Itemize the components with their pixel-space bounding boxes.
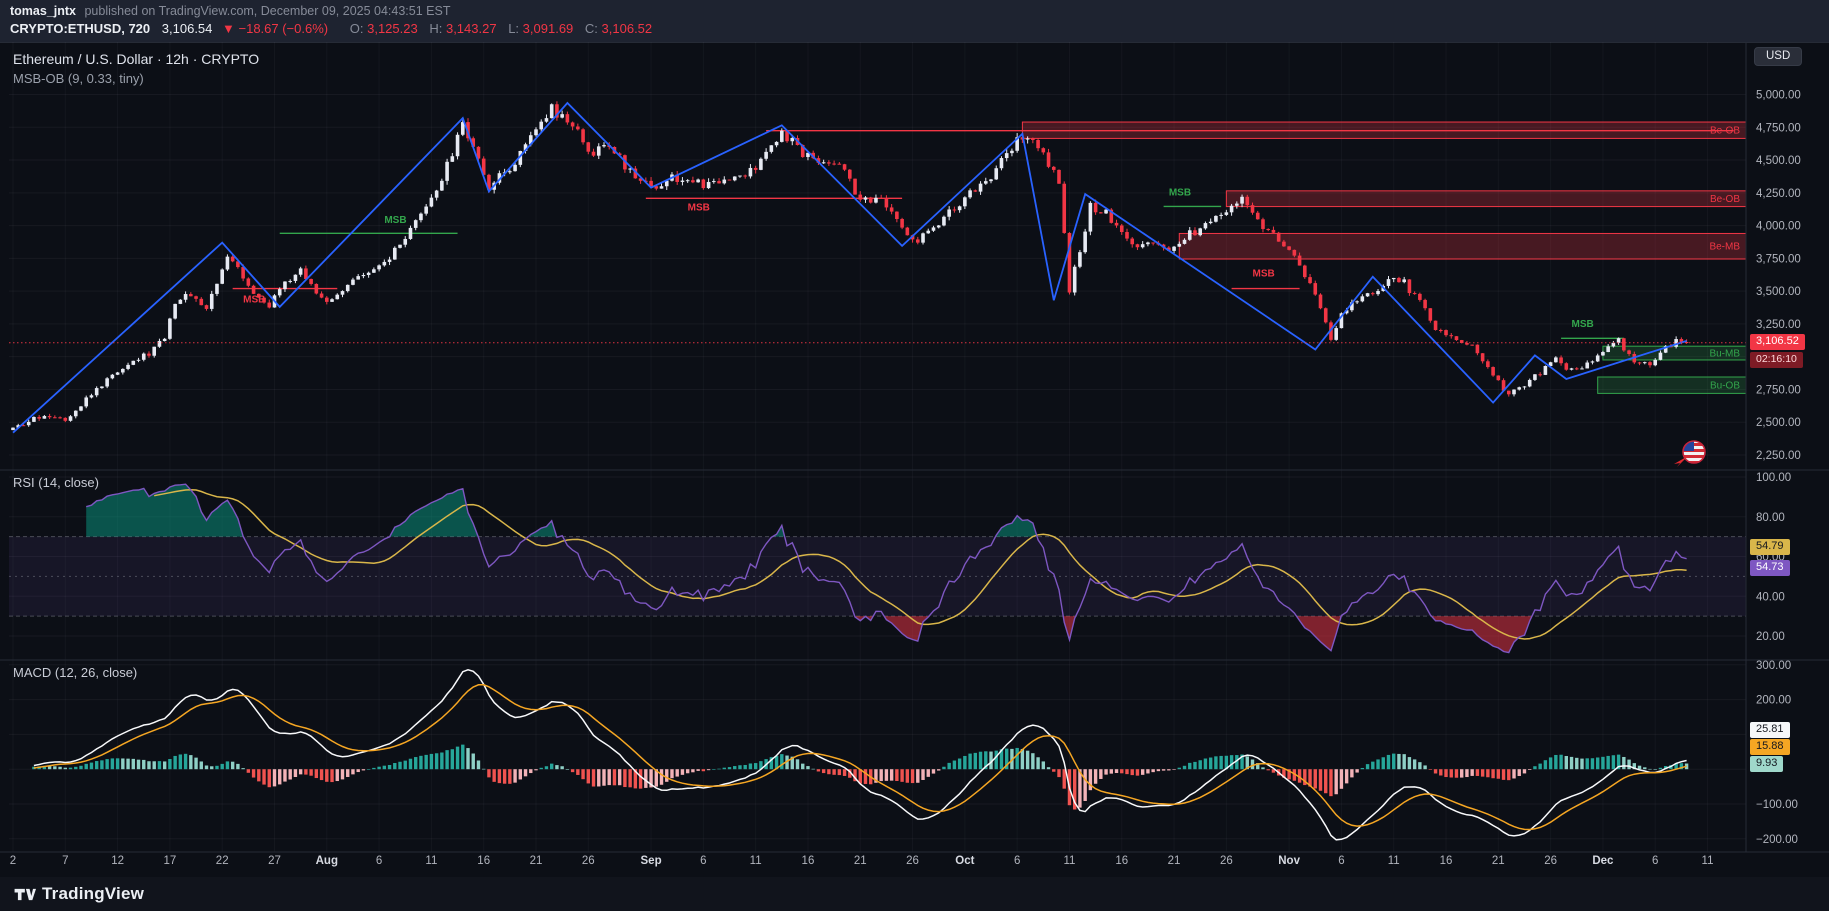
svg-text:26: 26: [1220, 855, 1233, 867]
svg-text:3,500.00: 3,500.00: [1756, 286, 1801, 298]
symbol-label[interactable]: CRYPTO:ETHUSD, 720: [10, 21, 151, 36]
svg-text:4,750.00: 4,750.00: [1756, 122, 1801, 134]
svg-text:MSB: MSB: [243, 294, 265, 305]
svg-text:11: 11: [1702, 855, 1714, 867]
bar-countdown-badge: 02:16:10: [1750, 352, 1803, 368]
svg-text:22: 22: [216, 855, 229, 867]
svg-text:11: 11: [425, 855, 437, 867]
svg-text:4,250.00: 4,250.00: [1756, 188, 1801, 200]
svg-text:−100.00: −100.00: [1756, 799, 1798, 811]
svg-text:Bu-MB: Bu-MB: [1709, 349, 1740, 360]
svg-text:21: 21: [854, 855, 867, 867]
tradingview-logo[interactable]: TradingView: [12, 882, 144, 906]
svg-text:2: 2: [10, 855, 16, 867]
svg-text:MSB: MSB: [688, 203, 710, 214]
svg-text:4,500.00: 4,500.00: [1756, 155, 1801, 167]
low-value: 3,091.69: [522, 21, 574, 36]
svg-text:26: 26: [582, 855, 595, 867]
svg-text:MSB: MSB: [1572, 319, 1594, 330]
svg-text:11: 11: [1063, 855, 1075, 867]
rsi-ma-value-badge: 54.79: [1750, 539, 1790, 555]
chart-canvas[interactable]: Be-OBBe-OBBe-MBBu-MBBu-OBMSBMSBMSBMSBMSB…: [0, 42, 1829, 880]
publish-info: published on TradingView.com, December 0…: [84, 4, 451, 18]
svg-text:20.00: 20.00: [1756, 631, 1785, 643]
close-value: 3,106.52: [601, 21, 653, 36]
svg-text:3,250.00: 3,250.00: [1756, 319, 1801, 331]
svg-text:21: 21: [1492, 855, 1505, 867]
svg-text:17: 17: [164, 855, 177, 867]
svg-text:26: 26: [906, 855, 919, 867]
svg-text:300.00: 300.00: [1756, 660, 1791, 672]
svg-text:MSB: MSB: [1253, 269, 1275, 280]
chart-title[interactable]: Ethereum / U.S. Dollar · 12h · CRYPTO: [13, 51, 260, 67]
svg-text:6: 6: [700, 855, 706, 867]
svg-text:21: 21: [530, 855, 543, 867]
high-value: 3,143.27: [445, 21, 497, 36]
svg-text:Sep: Sep: [641, 855, 662, 867]
footer-bar: TradingView: [0, 877, 1829, 911]
rsi-indicator-title[interactable]: RSI (14, close): [13, 475, 99, 490]
svg-text:26: 26: [1544, 855, 1557, 867]
svg-text:100.00: 100.00: [1756, 472, 1791, 484]
svg-text:40.00: 40.00: [1756, 591, 1785, 603]
last-price: 3,106.54: [161, 21, 213, 36]
tradingview-logo-icon: [14, 888, 36, 901]
us-flag-sticker: [1668, 438, 1714, 470]
svg-text:2,500.00: 2,500.00: [1756, 417, 1801, 429]
svg-text:MSB: MSB: [1169, 187, 1191, 198]
open-label: O:: [349, 21, 364, 36]
open-value: 3,125.23: [367, 21, 418, 36]
svg-text:4,000.00: 4,000.00: [1756, 221, 1801, 233]
svg-text:12: 12: [111, 855, 124, 867]
svg-text:Dec: Dec: [1592, 855, 1614, 867]
svg-text:MSB: MSB: [384, 215, 406, 226]
low-label: L:: [508, 21, 520, 36]
svg-text:5,000.00: 5,000.00: [1756, 90, 1801, 102]
svg-text:200.00: 200.00: [1756, 695, 1791, 707]
macd-indicator-title[interactable]: MACD (12, 26, close): [13, 665, 138, 680]
macd-hist-value-badge: 9.93: [1750, 756, 1784, 772]
macd-signal-value-badge: 15.88: [1750, 739, 1790, 755]
msb-ob-indicator-title[interactable]: MSB-OB (9, 0.33, tiny): [13, 71, 144, 86]
svg-text:6: 6: [1338, 855, 1344, 867]
svg-text:6: 6: [1652, 855, 1658, 867]
svg-text:2,250.00: 2,250.00: [1756, 450, 1801, 462]
publish-info-row: tomas_jntx published on TradingView.com,…: [10, 4, 450, 18]
svg-text:11: 11: [750, 855, 762, 867]
svg-text:Aug: Aug: [316, 855, 338, 867]
svg-text:16: 16: [1440, 855, 1453, 867]
author-name[interactable]: tomas_jntx: [10, 4, 76, 18]
tradingview-logo-text: TradingView: [42, 884, 145, 903]
svg-text:7: 7: [62, 855, 68, 867]
currency-usd-button[interactable]: USD: [1754, 47, 1803, 66]
svg-text:16: 16: [477, 855, 490, 867]
svg-text:16: 16: [802, 855, 815, 867]
svg-text:16: 16: [1115, 855, 1128, 867]
svg-text:Oct: Oct: [955, 855, 974, 867]
svg-text:6: 6: [1014, 855, 1020, 867]
macd-value-badge: 25.81: [1750, 722, 1790, 738]
svg-text:Be-OB: Be-OB: [1710, 194, 1740, 205]
close-label: C:: [584, 21, 598, 36]
svg-text:Nov: Nov: [1278, 855, 1300, 867]
snapshot-header: tomas_jntx published on TradingView.com,…: [0, 0, 1829, 43]
symbol-ohlc-row: CRYPTO:ETHUSD, 720 3,106.54 ▼ −18.67 (−0…: [10, 21, 652, 36]
svg-text:27: 27: [268, 855, 281, 867]
svg-text:−200.00: −200.00: [1756, 834, 1798, 846]
rsi-value-badge: 54.73: [1750, 560, 1790, 576]
svg-text:11: 11: [1388, 855, 1400, 867]
price-change: ▼ −18.67 (−0.6%): [222, 21, 329, 36]
svg-text:6: 6: [376, 855, 382, 867]
current-price-badge: 3,106.52: [1750, 334, 1805, 350]
svg-text:80.00: 80.00: [1756, 512, 1785, 524]
svg-text:Be-MB: Be-MB: [1709, 242, 1740, 253]
svg-text:Bu-OB: Bu-OB: [1710, 381, 1740, 392]
high-label: H:: [429, 21, 443, 36]
svg-text:2,750.00: 2,750.00: [1756, 384, 1801, 396]
svg-text:3,750.00: 3,750.00: [1756, 253, 1801, 265]
svg-text:21: 21: [1168, 855, 1181, 867]
